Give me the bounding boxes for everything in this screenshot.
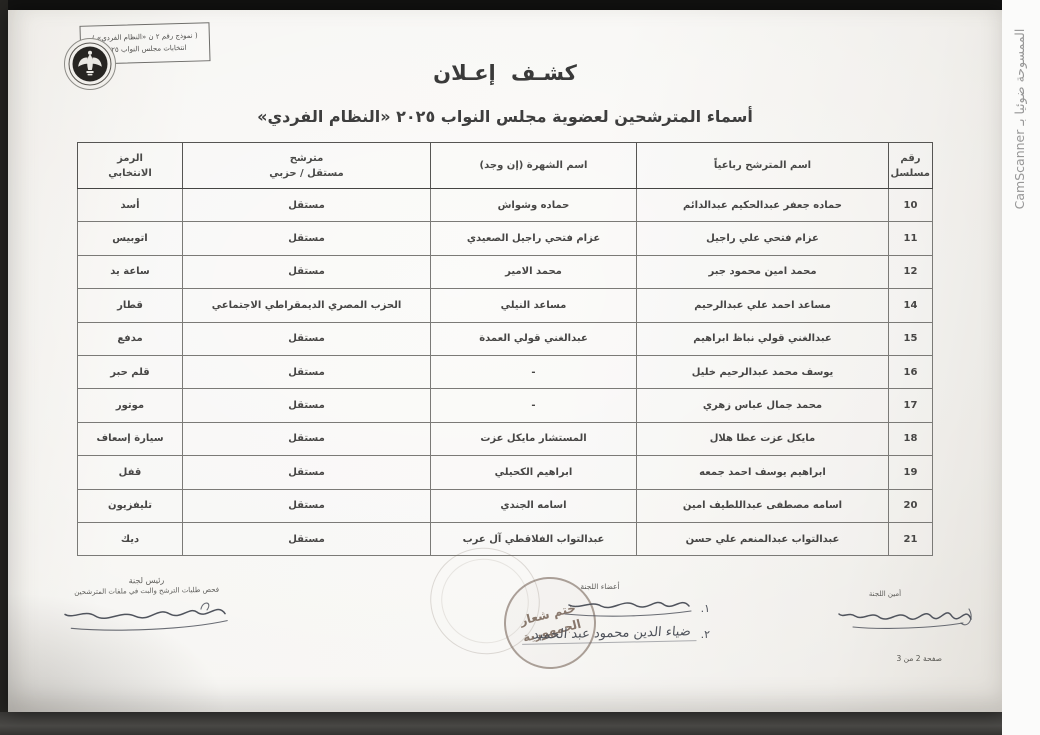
member2-number: ٢. (700, 628, 710, 641)
table-row: 17 محمد جمال عباس زهري - مستقل موتور (77, 388, 933, 423)
cell-symbol: ساعة يد (77, 254, 183, 290)
cell-serial: 17 (888, 388, 933, 423)
cell-serial: 21 (888, 521, 933, 557)
member1-number: ١. (700, 601, 710, 615)
document-page: ( نموذج رقم ٢ ن «النظام الفردي» ) انتخاب… (8, 10, 1002, 712)
photo-edge-left (0, 0, 8, 735)
cell-fame: - (430, 388, 637, 423)
col-header-serial: رقم مسلسل (888, 142, 933, 189)
cell-affiliation: مستقل (182, 421, 431, 457)
cell-fame: اسامه الجندي (430, 488, 637, 523)
secretary-label: أمين اللجنة (868, 590, 902, 598)
cell-name: عبدالتواب عبدالمنعم علي حسن (636, 521, 889, 557)
table-row: 10 حماده جعفر عبدالحكيم عبدالدائم حماده … (77, 187, 933, 223)
cell-fame: عزام فتحي راجيل الصعيدي (430, 221, 637, 256)
cell-serial: 18 (888, 421, 933, 457)
page-subtitle: أسماء المترشحين لعضوية مجلس النواب ٢٠٢٥ … (257, 107, 753, 126)
cell-name: عزام فتحي علي راجيل (636, 221, 889, 256)
cell-fame: عبدالغني قولي العمدة (430, 321, 637, 356)
cell-affiliation: مستقل (182, 521, 431, 557)
cell-affiliation: مستقل (182, 187, 431, 223)
cell-name: مساعد احمد علي عبدالرحيم (636, 288, 889, 323)
cell-name: يوسف محمد عبدالرحيم خليل (636, 354, 889, 390)
cell-serial: 16 (888, 354, 933, 390)
cell-symbol: تليفزيون (77, 488, 183, 523)
table-row: 21 عبدالتواب عبدالمنعم علي حسن عبدالتواب… (77, 521, 933, 557)
col-header-name: اسم المترشح رباعياً (636, 142, 889, 189)
cell-name: محمد امين محمود جبر (636, 254, 889, 290)
col-header-fame: اسم الشهرة (إن وجد) (430, 142, 637, 189)
cell-affiliation: مستقل (182, 221, 431, 256)
table-row: 20 اسامه مصطفى عبداللطيف امين اسامه الجن… (77, 488, 933, 523)
cell-symbol: اتوبيس (77, 221, 183, 256)
cell-affiliation: مستقل (182, 354, 431, 390)
photo-edge-top (0, 0, 1002, 10)
cell-serial: 10 (888, 187, 933, 223)
table-row: 14 مساعد احمد علي عبدالرحيم مساعد النيلي… (77, 288, 933, 323)
secretary-signature (837, 608, 972, 629)
cell-symbol: سيارة إسعاف (77, 421, 183, 457)
secretary-signature-block: أمين اللجنة (830, 590, 980, 645)
camscanner-watermark: الممسوحة ضوئيا بـ CamScanner (1012, 28, 1027, 210)
cell-serial: 19 (888, 455, 933, 490)
table-row: 12 محمد امين محمود جبر محمد الامير مستقل… (77, 254, 933, 290)
cell-symbol: قلم حبر (77, 354, 183, 390)
cell-symbol: قفل (77, 455, 183, 490)
chairman-signature-block: رئيس لجنة فحص طلبات الترشح والبت في ملفا… (51, 574, 242, 646)
cell-serial: 15 (888, 321, 933, 356)
scanner-strip (1002, 0, 1040, 735)
cell-name: حماده جعفر عبدالحكيم عبدالدائم (636, 187, 889, 223)
chairman-label: رئيس لجنة (128, 575, 165, 586)
photo-edge-bottom (0, 712, 1002, 735)
cell-fame: المستشار مايكل عزت (430, 421, 637, 457)
state-eagle-emblem-icon (63, 37, 117, 91)
col-header-affiliation: مترشح مستقل / حزبي (182, 142, 431, 189)
table-row: 15 عبدالغني قولي نباظ ابراهيم عبدالغني ق… (77, 321, 933, 356)
cell-affiliation: مستقل (182, 488, 431, 523)
cell-serial: 12 (888, 254, 933, 290)
cell-symbol: ديك (77, 521, 183, 557)
cell-affiliation: مستقل (182, 254, 431, 290)
cell-affiliation: مستقل (182, 321, 431, 356)
cell-fame: - (430, 354, 637, 390)
cell-serial: 14 (888, 288, 933, 323)
page-indicator: صفحة 2 من 3 (896, 654, 942, 663)
table-row: 18 مايكل عزت عطا هلال المستشار مايكل عزت… (77, 421, 933, 457)
cell-symbol: موتور (77, 388, 183, 423)
cell-name: ابراهيم يوسف احمد جمعه (636, 455, 889, 490)
cell-fame: محمد الامير (430, 254, 637, 290)
member1-signature (564, 601, 692, 617)
cell-name: عبدالغني قولي نباظ ابراهيم (636, 321, 889, 356)
table-row: 16 يوسف محمد عبدالرحيم خليل - مستقل قلم … (77, 354, 933, 390)
table-row: 19 ابراهيم يوسف احمد جمعه ابراهيم الكحيل… (77, 455, 933, 490)
chairman-signature (64, 602, 228, 631)
col-header-symbol: الرمز الانتخابي (77, 142, 183, 189)
cell-fame: مساعد النيلي (430, 288, 637, 323)
cell-affiliation: مستقل (182, 388, 431, 423)
member2-signature-name: ضياء الدين محمود عبد الحميد (522, 624, 698, 645)
cell-serial: 11 (888, 221, 933, 256)
cell-name: مايكل عزت عطا هلال (636, 421, 889, 457)
cell-symbol: قطار (77, 288, 183, 323)
candidates-table: رقم مسلسل اسم المترشح رباعياً اسم الشهرة… (77, 142, 933, 557)
cell-name: اسامه مصطفى عبداللطيف امين (636, 488, 889, 523)
cell-symbol: مدفع (77, 321, 183, 356)
table-row: 11 عزام فتحي علي راجيل عزام فتحي راجيل ا… (77, 221, 933, 256)
cell-serial: 20 (888, 488, 933, 523)
members-label: أعضاء اللجنة (580, 582, 620, 591)
cell-affiliation: الحزب المصري الديمقراطي الاجتماعي (182, 288, 431, 323)
page-title: كشـف إعـلان (433, 61, 577, 85)
cell-affiliation: مستقل (182, 455, 431, 490)
cell-symbol: أسد (77, 187, 183, 223)
cell-fame: حماده وشواش (430, 187, 637, 223)
cell-fame: ابراهيم الكحيلي (430, 455, 637, 490)
table-header-row: رقم مسلسل اسم المترشح رباعياً اسم الشهرة… (77, 142, 933, 189)
committee-members-block: أعضاء اللجنة ١. ٢. ضياء الدين محمود عبد … (490, 582, 710, 645)
cell-name: محمد جمال عباس زهري (636, 388, 889, 423)
